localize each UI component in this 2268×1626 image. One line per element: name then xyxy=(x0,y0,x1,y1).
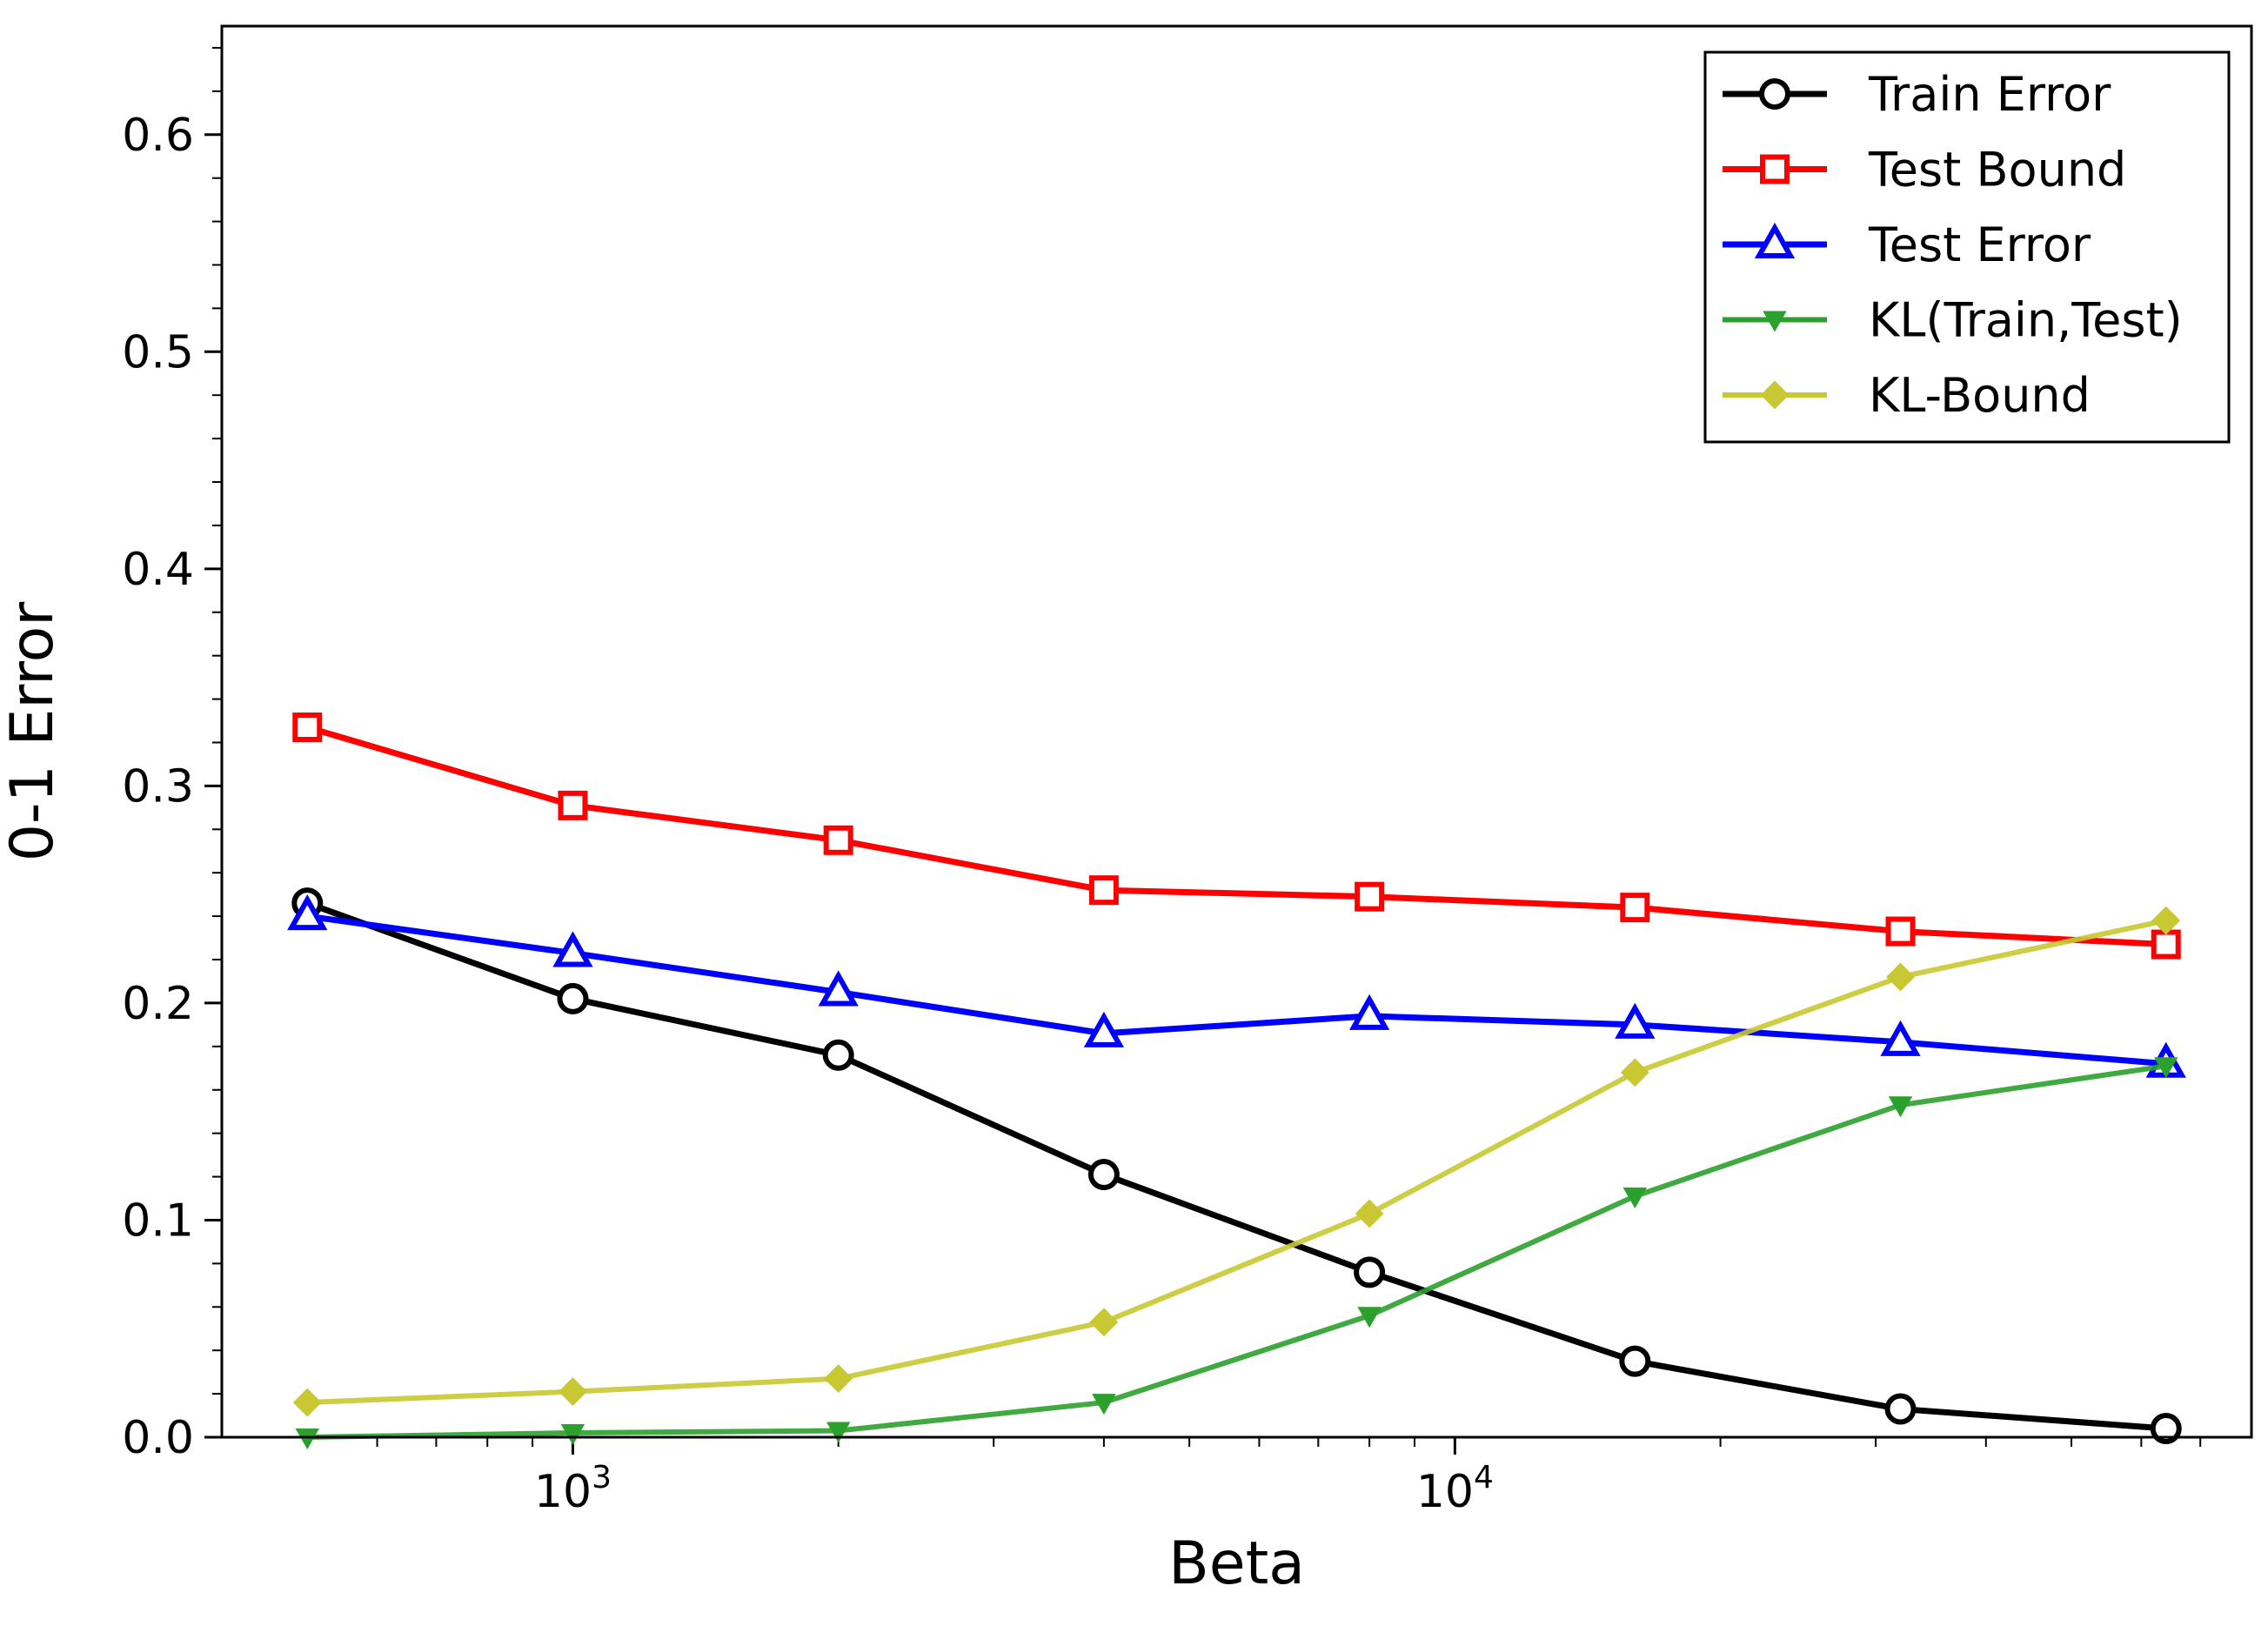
y-tick-label: 0.3 xyxy=(122,760,194,813)
legend-label-test-bound: Test Bound xyxy=(1868,143,2126,197)
data-point-test-bound xyxy=(823,825,853,855)
series-line-kl-train-test xyxy=(307,1063,2167,1440)
data-point-test-error xyxy=(287,893,328,931)
plot-frame xyxy=(220,24,2253,1439)
data-point-kl-bound xyxy=(559,1377,587,1407)
data-point-test-error xyxy=(1083,1011,1125,1047)
data-point-kl-train-test xyxy=(826,1422,851,1443)
legend-label-kl-train-test: KL(Train,Test) xyxy=(1869,293,2183,348)
data-point-test-bound xyxy=(292,713,323,743)
legend-marker-kl-bound xyxy=(1760,380,1790,410)
data-point-kl-bound xyxy=(1620,1058,1649,1087)
legend-marker-kl-train-test xyxy=(1763,311,1787,332)
data-point-train-error xyxy=(1619,1345,1651,1377)
data-point-kl-train-test xyxy=(1092,1394,1116,1415)
data-point-kl-train-test xyxy=(560,1424,585,1446)
axes: 0.0 0.1 0.2 0.3 0.4 0.5 0.6 103 104 xyxy=(122,46,2202,1518)
legend-marker-train-error xyxy=(1759,78,1790,110)
series-train-error xyxy=(291,887,2182,1445)
data-point-test-bound xyxy=(1088,875,1119,906)
legend-label-kl-bound: KL-Bound xyxy=(1869,368,2091,423)
series-line-test-error xyxy=(306,913,2167,1067)
legend-marker-test-bound xyxy=(1760,154,1790,184)
y-tick-label: 0.0 xyxy=(122,1412,194,1464)
series-line-train-error xyxy=(306,900,2167,1432)
data-point-test-error xyxy=(1615,1002,1656,1039)
series-kl-bound xyxy=(292,906,2181,1417)
data-point-test-error xyxy=(1880,1020,1921,1056)
legend-marker-test-error xyxy=(1754,222,1796,258)
data-point-kl-bound xyxy=(2151,906,2181,935)
series-kl-train-test xyxy=(295,1057,2178,1450)
data-point-train-error xyxy=(1087,1159,1120,1191)
legend-label-train-error: Train Error xyxy=(1868,67,2111,122)
data-point-test-error xyxy=(818,970,859,1007)
data-point-test-bound xyxy=(1885,916,1916,947)
data-point-kl-bound xyxy=(1089,1308,1119,1337)
data-point-test-bound xyxy=(1355,881,1385,912)
data-point-test-error xyxy=(552,931,593,967)
x-tick-label: 103 xyxy=(534,1460,612,1518)
data-point-kl-train-test xyxy=(1357,1307,1382,1328)
data-point-kl-train-test xyxy=(1888,1096,1913,1118)
series-layer xyxy=(287,713,2186,1450)
y-axis-title: 0-1 Error xyxy=(0,602,67,861)
y-tick-label: 0.6 xyxy=(122,110,194,162)
data-point-test-error xyxy=(1348,994,1390,1030)
series-line-kl-bound xyxy=(307,918,2167,1406)
y-tick-label: 0.5 xyxy=(122,326,194,378)
x-axis-title: Beta xyxy=(1168,1529,1305,1598)
legend: Train Error Test Bound Test Error KL(Train,… xyxy=(1703,50,2231,444)
data-point-test-bound xyxy=(2151,929,2181,960)
data-point-train-error xyxy=(1884,1393,1917,1425)
y-tick-label: 0.1 xyxy=(122,1194,194,1247)
data-point-train-error xyxy=(822,1039,854,1071)
data-point-kl-bound xyxy=(1355,1199,1384,1228)
legend-label-test-error: Test Error xyxy=(1868,217,2091,272)
data-point-test-bound xyxy=(558,790,588,820)
x-tick-label: 104 xyxy=(1416,1460,1494,1518)
y-tick-label: 0.4 xyxy=(122,544,194,596)
data-point-kl-bound xyxy=(824,1364,853,1394)
data-point-kl-train-test xyxy=(1622,1188,1648,1209)
data-point-kl-bound xyxy=(1886,962,1915,992)
y-tick-label: 0.2 xyxy=(122,978,194,1030)
data-point-kl-train-test xyxy=(2154,1057,2178,1079)
data-point-kl-bound xyxy=(292,1388,322,1417)
data-point-train-error xyxy=(557,982,589,1014)
legend-box xyxy=(1703,50,2231,444)
data-point-test-bound xyxy=(1620,893,1650,923)
series-line-test-bound xyxy=(306,724,2166,948)
series-test-bound xyxy=(292,713,2181,960)
data-point-train-error xyxy=(2150,1413,2182,1445)
data-point-train-error xyxy=(1354,1256,1386,1288)
series-test-error xyxy=(287,893,2186,1078)
